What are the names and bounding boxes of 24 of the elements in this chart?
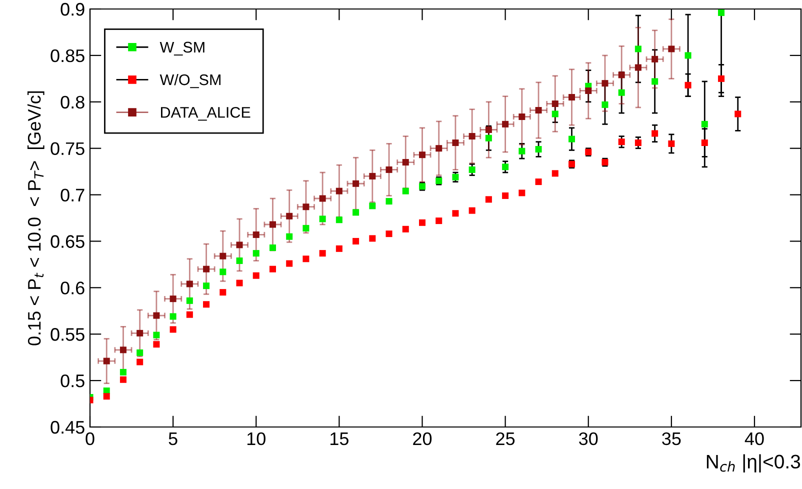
y-tick-label: 0.8 — [60, 96, 84, 109]
legend-label: DATA_ALICE — [161, 106, 250, 121]
x-axis-title: N$_{ch}$ |η|<0.3 — [706, 454, 800, 472]
y-axis-title: 0.15 < P$_{t}$ < 10.0 < P$_{T}$> [GeV/c] — [27, 91, 44, 346]
y-tick-label: 0.85 — [50, 49, 84, 62]
x-tick-label: 0 — [86, 432, 94, 446]
y-tick-label: 0.6 — [60, 282, 84, 294]
x-tick-label: 25 — [496, 432, 515, 446]
x-tick-label: 40 — [744, 432, 764, 446]
y-tick-label: 0.7 — [60, 188, 84, 202]
x-tick-label: 10 — [247, 432, 266, 446]
legend-label: W/O_SM — [160, 74, 220, 88]
y-tick-label: 0.55 — [50, 328, 84, 341]
x-tick-label: 5 — [168, 432, 178, 446]
legend-label: W_SM — [160, 42, 204, 56]
y-tick-label: 0.9 — [60, 2, 84, 16]
y-tick-label: 0.45 — [50, 420, 84, 434]
y-tick-label: 0.75 — [50, 142, 84, 156]
y-tick-label: 0.5 — [60, 374, 84, 388]
x-tick-label: 30 — [579, 432, 598, 446]
x-tick-label: 15 — [330, 432, 348, 446]
x-tick-label: 35 — [662, 432, 681, 446]
x-tick-label: 20 — [413, 432, 432, 446]
y-tick-label: 0.65 — [50, 235, 84, 248]
